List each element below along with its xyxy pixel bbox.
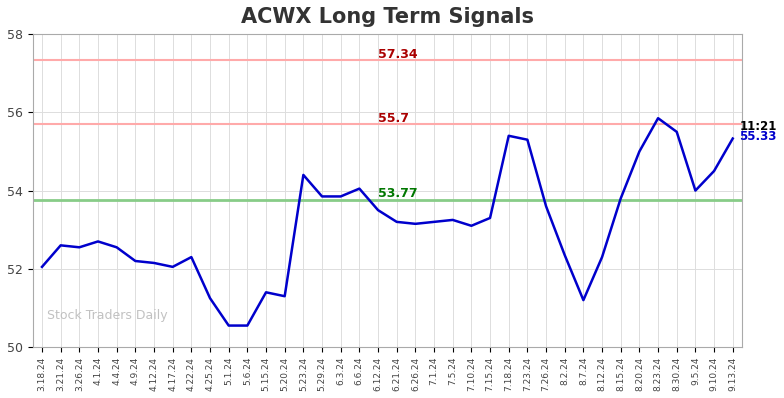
Text: 11:21: 11:21 xyxy=(739,120,777,133)
Text: 57.34: 57.34 xyxy=(378,47,418,60)
Text: Stock Traders Daily: Stock Traders Daily xyxy=(47,309,168,322)
Text: 55.33: 55.33 xyxy=(739,131,777,144)
Text: 53.77: 53.77 xyxy=(378,187,418,200)
Text: 55.7: 55.7 xyxy=(378,112,409,125)
Title: ACWX Long Term Signals: ACWX Long Term Signals xyxy=(241,7,534,27)
